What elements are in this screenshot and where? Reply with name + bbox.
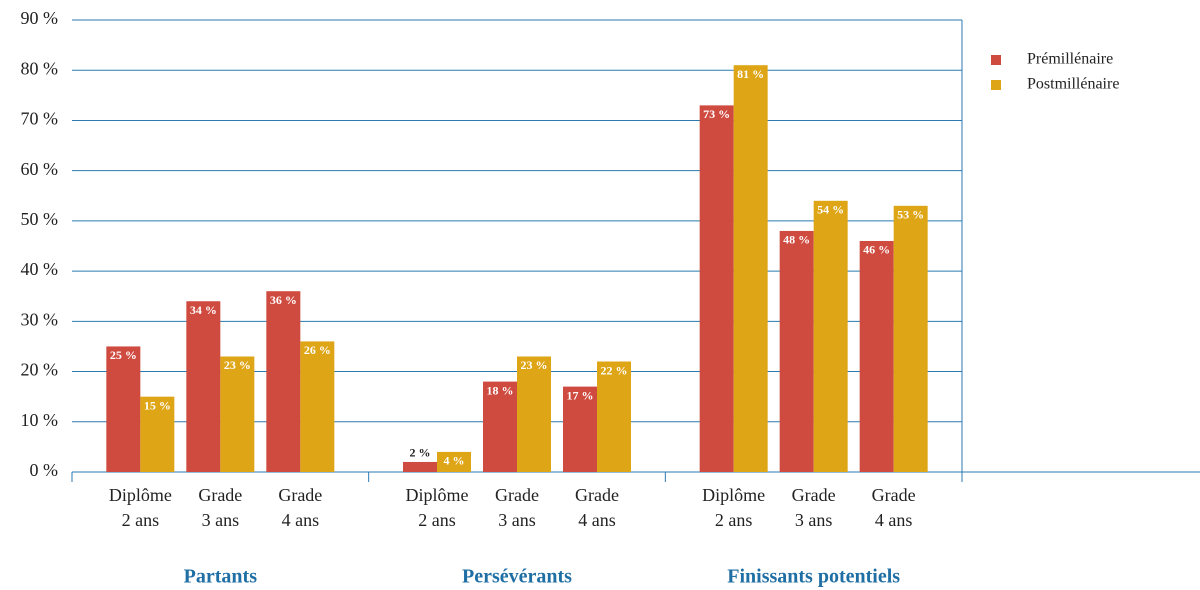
x-tick-label: Diplôme: [406, 485, 469, 505]
value-label: 73 %: [703, 107, 730, 121]
bar: [140, 396, 175, 472]
x-tick-label: Grade: [198, 485, 242, 505]
value-label: 48 %: [783, 233, 810, 247]
legend-swatch: [991, 80, 1001, 90]
y-tick-label: 40 %: [21, 259, 59, 279]
value-label: 53 %: [897, 208, 924, 222]
x-tick-label: Grade: [495, 485, 539, 505]
bar: [483, 381, 517, 472]
bar: [300, 341, 335, 472]
x-tick-label: 3 ans: [795, 510, 833, 530]
y-tick-label: 60 %: [21, 159, 59, 179]
x-tick-label: 2 ans: [122, 510, 160, 530]
bar: [597, 361, 631, 472]
value-label: 46 %: [863, 243, 890, 257]
legend-swatch: [991, 55, 1001, 65]
y-tick-label: 30 %: [21, 309, 59, 329]
group-label: Partants: [184, 566, 258, 588]
group-label: Finissants potentiels: [727, 566, 900, 588]
value-label: 4 %: [444, 454, 465, 468]
value-label: 34 %: [190, 303, 217, 317]
x-tick-label: Grade: [872, 485, 916, 505]
bar: [563, 386, 597, 472]
bar: [266, 291, 301, 472]
legend-label: Postmillénaire: [1027, 76, 1119, 93]
bar: [859, 240, 894, 472]
y-tick-label: 90 %: [21, 8, 59, 28]
value-label: 2 %: [410, 446, 431, 460]
x-tick-label: Diplôme: [109, 485, 172, 505]
bar: [437, 451, 471, 472]
value-label: 23 %: [521, 358, 548, 372]
value-label: 17 %: [567, 388, 594, 402]
value-label: 26 %: [304, 343, 331, 357]
x-tick-label: 3 ans: [498, 510, 536, 530]
bar: [186, 301, 221, 472]
bar: [106, 346, 141, 472]
bar: [813, 200, 848, 473]
value-label: 25 %: [110, 348, 137, 362]
y-tick-label: 0 %: [30, 460, 59, 480]
x-tick-label: 2 ans: [418, 510, 456, 530]
bar: [517, 356, 551, 472]
x-tick-label: 3 ans: [202, 510, 240, 530]
x-tick-label: 4 ans: [578, 510, 616, 530]
value-label: 81 %: [737, 67, 764, 81]
bar: [403, 461, 437, 472]
x-tick-label: Diplôme: [702, 485, 765, 505]
x-tick-label: 4 ans: [875, 510, 913, 530]
bar: [779, 230, 814, 472]
bar: [699, 105, 734, 472]
y-tick-label: 10 %: [21, 410, 59, 430]
value-label: 22 %: [601, 363, 628, 377]
x-tick-label: Grade: [575, 485, 619, 505]
bar: [220, 356, 255, 472]
y-tick-label: 20 %: [21, 360, 59, 380]
bar: [733, 65, 768, 472]
group-label: Persévérants: [462, 566, 572, 588]
y-tick-label: 70 %: [21, 109, 59, 129]
bar: [893, 205, 928, 473]
legend-label: Prémillénaire: [1027, 51, 1113, 68]
x-tick-label: Grade: [278, 485, 322, 505]
x-tick-label: 2 ans: [715, 510, 753, 530]
value-label: 23 %: [224, 358, 251, 372]
x-tick-label: 4 ans: [282, 510, 320, 530]
x-tick-label: Grade: [792, 485, 836, 505]
value-label: 54 %: [817, 203, 844, 217]
value-label: 15 %: [144, 398, 171, 412]
value-label: 36 %: [270, 293, 297, 307]
y-tick-label: 50 %: [21, 209, 59, 229]
y-tick-label: 80 %: [21, 58, 59, 78]
value-label: 18 %: [487, 383, 514, 397]
